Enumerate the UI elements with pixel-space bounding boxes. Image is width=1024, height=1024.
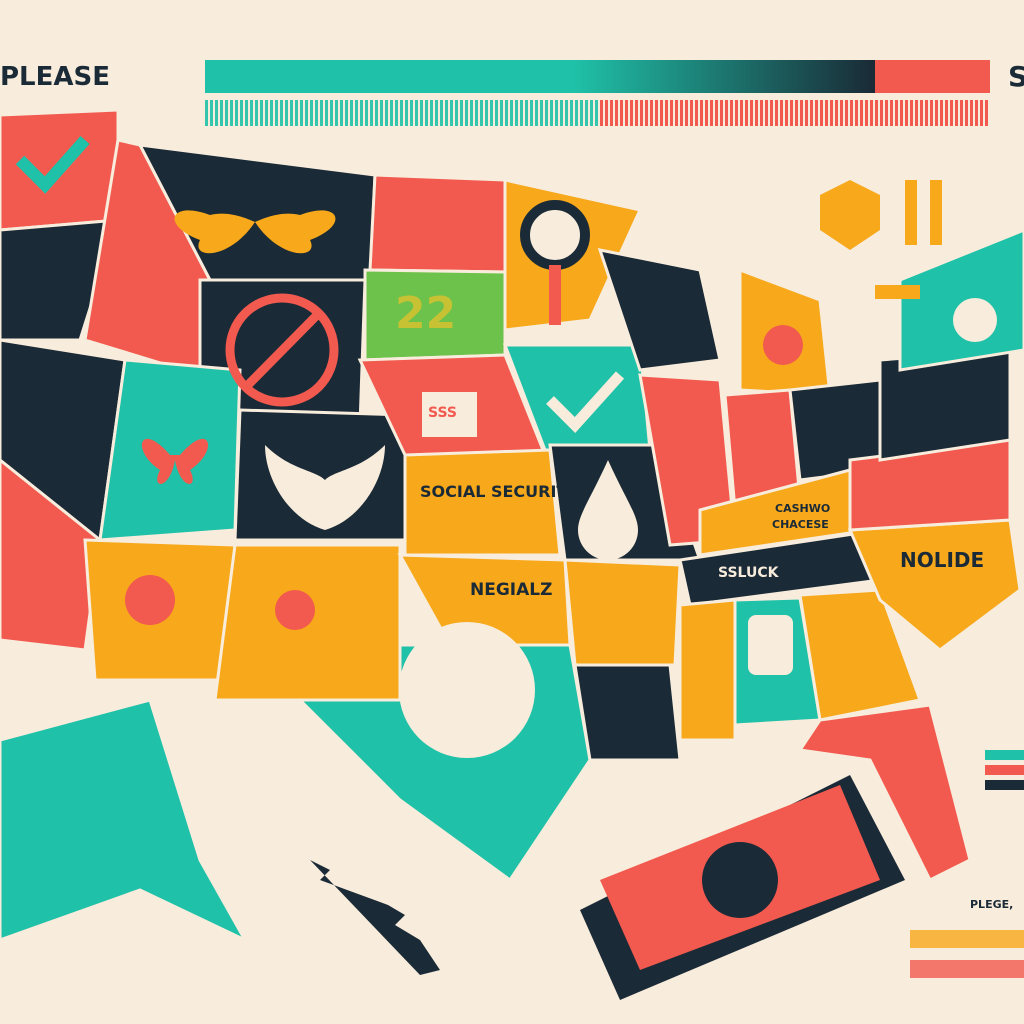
header-title-left: PLEASE [0, 62, 110, 92]
no-dollar-icon [225, 293, 339, 407]
label-cashwo-2: CHACESE [772, 518, 829, 531]
label-ssluck: SSLUCK [718, 565, 779, 581]
label-corner-note: PLEGE, [970, 898, 1014, 911]
deco-bar [985, 765, 1024, 775]
deco-bar [985, 780, 1024, 790]
header-bar-accent [875, 60, 990, 93]
butterfly-icon [141, 438, 209, 484]
striped-bar-accent [600, 100, 990, 126]
label-social-security: SOCIAL SECURITY [420, 482, 579, 501]
checkmark-icon [15, 136, 90, 194]
money-bag-icon [953, 298, 997, 342]
label-negialz: NEGIALZ [470, 580, 553, 600]
header-bar [205, 60, 875, 93]
state-georgia [798, 588, 923, 722]
dollar-sign-icon [748, 615, 793, 675]
butterfly-icon [174, 210, 336, 254]
label-house-sign: SSS [428, 405, 457, 421]
state-new-york [898, 228, 1024, 372]
deco-bar [905, 180, 917, 245]
flower-icon [763, 325, 803, 365]
deco-bar [910, 960, 1024, 978]
flower-icon [125, 575, 175, 625]
hexagon-deco [820, 180, 880, 250]
dollar-circle-icon [399, 622, 535, 758]
dollar-drop-icon [578, 460, 638, 560]
label-number: 22 [395, 288, 457, 339]
flower-icon [275, 590, 315, 630]
state-kansas [403, 448, 562, 557]
state-alaska [0, 698, 249, 944]
state-florida [797, 703, 972, 883]
checkmark-icon [546, 371, 625, 433]
header-title-right: S [1008, 60, 1024, 93]
label-cashwo-1: CASHWO [775, 502, 831, 515]
deco-bar [930, 180, 942, 245]
hawaii-islands [310, 860, 440, 975]
state-arkansas [563, 558, 682, 667]
state-mississippi [678, 598, 737, 742]
magnifier-icon [520, 200, 590, 270]
state-north-dakota [368, 173, 507, 274]
state-wisconsin [597, 248, 722, 372]
house-icon [422, 392, 477, 437]
state-utah [98, 358, 242, 542]
label-nolide: NOLIDE [900, 548, 985, 572]
money-stack-icon [580, 775, 905, 1000]
state-louisiana [573, 663, 682, 762]
deco-bar [910, 930, 1024, 948]
deco-bar [875, 285, 920, 299]
deco-bar [985, 750, 1024, 760]
state-california [0, 458, 102, 652]
bird-icon [265, 445, 385, 530]
